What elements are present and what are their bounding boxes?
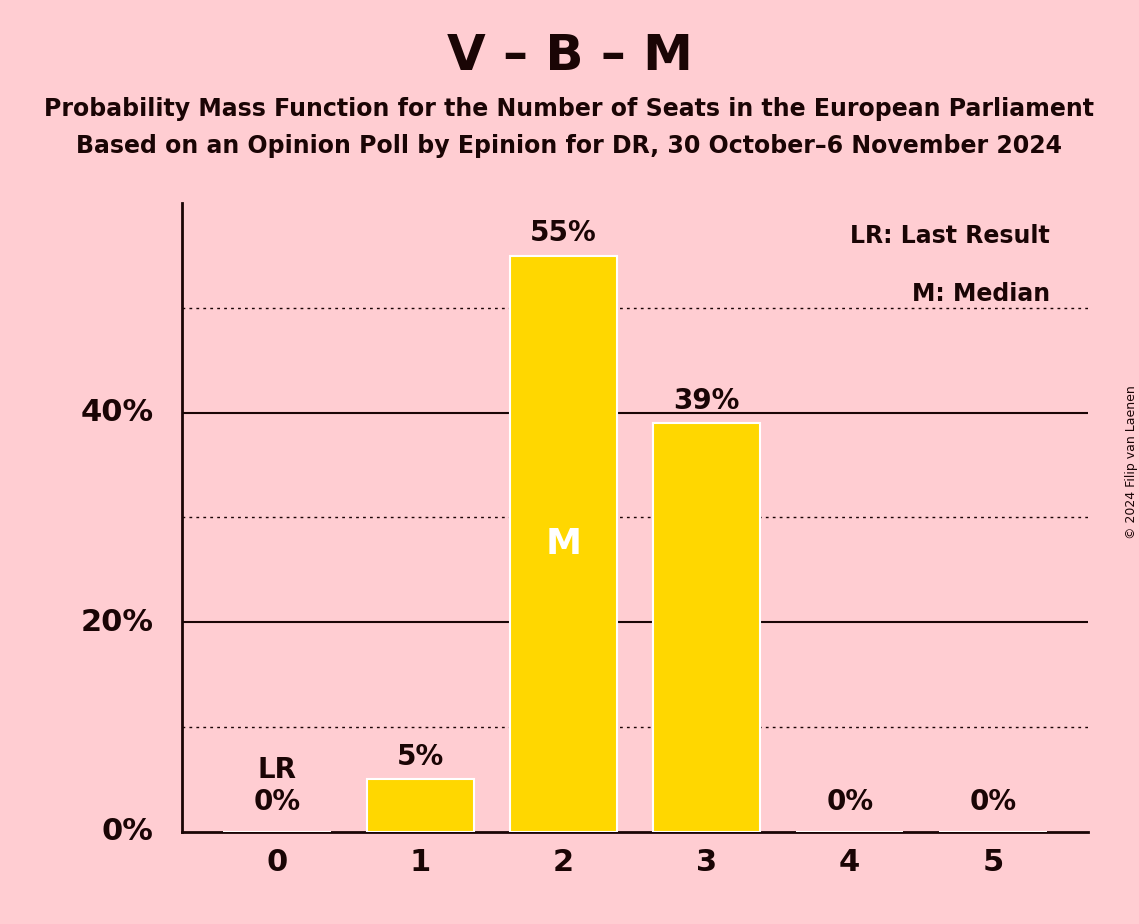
Text: 0%: 0%	[826, 788, 874, 816]
Text: 0%: 0%	[101, 817, 154, 846]
Bar	[367, 779, 474, 832]
Text: LR: Last Result: LR: Last Result	[851, 225, 1050, 249]
Text: M: Median: M: Median	[912, 282, 1050, 306]
Text: M: M	[546, 527, 581, 561]
Text: LR: LR	[257, 757, 296, 784]
Bar	[653, 423, 760, 832]
Text: © 2024 Filip van Laenen: © 2024 Filip van Laenen	[1124, 385, 1138, 539]
Text: Probability Mass Function for the Number of Seats in the European Parliament: Probability Mass Function for the Number…	[44, 97, 1095, 121]
Bar	[510, 256, 617, 832]
Text: 20%: 20%	[81, 608, 154, 637]
Text: Based on an Opinion Poll by Epinion for DR, 30 October–6 November 2024: Based on an Opinion Poll by Epinion for …	[76, 134, 1063, 158]
Text: 5%: 5%	[396, 743, 444, 771]
Text: V – B – M: V – B – M	[446, 32, 693, 80]
Text: 0%: 0%	[254, 788, 301, 816]
Text: 55%: 55%	[530, 219, 597, 248]
Text: 40%: 40%	[81, 398, 154, 427]
Text: 39%: 39%	[673, 387, 739, 415]
Text: 0%: 0%	[969, 788, 1016, 816]
